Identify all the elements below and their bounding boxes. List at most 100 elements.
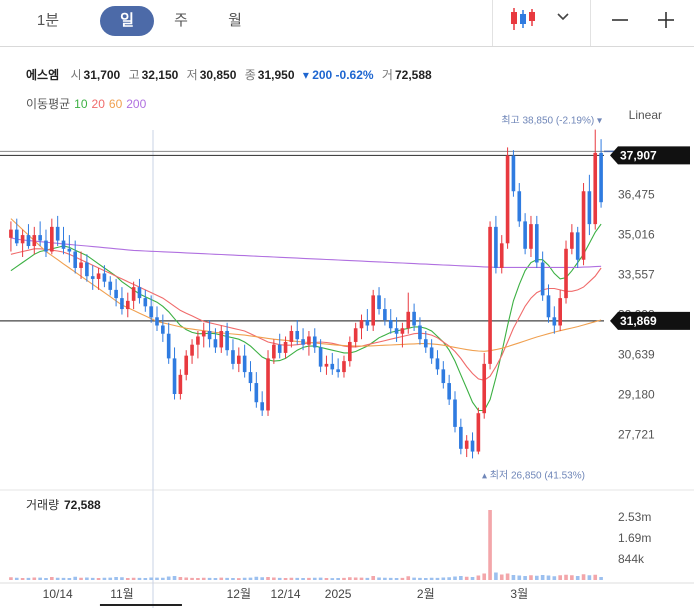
tab-month[interactable]: 월 [228,12,242,29]
volume-bar [67,578,72,580]
volume-bar [312,577,317,580]
volume-bar [546,575,551,580]
candle-body [336,369,340,373]
volume-bar [137,577,142,580]
volume-bar [196,578,200,580]
volume-bar [348,577,352,580]
candle-body [470,440,475,452]
candle-body [482,363,487,414]
candle-body [26,235,31,247]
volume-bar [225,577,229,580]
volume-bar [149,577,153,580]
price-tag [610,311,690,330]
plus-icon[interactable] [656,10,676,30]
volume-bar [453,576,457,580]
candle-body [155,317,159,326]
candle-body [418,325,422,340]
tab-week[interactable]: 주 [174,12,188,29]
volume-bar [242,577,247,580]
candle-body [9,229,13,238]
ma-20-line [10,248,602,381]
candle-body [441,369,446,384]
candle-body [406,311,411,329]
candle-body [564,248,568,299]
candle-body [32,235,37,247]
x-tick-label: 11월 [110,587,134,601]
volume-bar [131,577,136,580]
chevron-down-icon[interactable] [556,12,570,22]
candle-body [499,243,504,268]
candle-body [166,333,171,359]
candlestick-icon[interactable] [508,6,538,32]
low-marker-label: ▴ 최저 26,850 (41.53%) [482,469,585,481]
volume-bar [459,576,463,580]
candle-body [213,339,218,348]
volume-bar [529,575,533,580]
volume-bar [441,577,446,580]
volume-bar [20,578,25,580]
candle-body [359,320,364,329]
volume-bar [581,574,586,580]
close-label: 종 [244,68,256,82]
volume-bar [435,577,440,580]
volume-bar [558,575,562,580]
volume-bar [125,578,130,580]
candle-body [67,248,72,252]
volume-bar [599,577,603,580]
volume-bar [336,578,340,580]
candle-body [225,330,229,351]
candle-body [400,328,405,334]
volume-bar [406,576,411,580]
candle-body [85,262,89,277]
candle-body [540,262,545,296]
minus-icon[interactable] [610,10,630,30]
candle-body [330,363,335,370]
x-tick-label: 3월 [510,587,528,601]
volume-bar [289,577,294,580]
candle-body [476,413,481,452]
candle-body [529,224,533,249]
volume-bar [353,577,358,580]
candle-body [131,287,136,301]
x-tick-label: 2월 [417,587,435,601]
candle-body [143,298,148,307]
volume-bar [494,572,498,580]
candle-body [318,347,323,367]
tab-day[interactable]: 일 [100,6,154,36]
volume-bar [540,575,545,580]
candle-body [102,273,107,282]
volume-bar [383,577,387,580]
candle-body [266,358,270,411]
candle-body [277,344,282,353]
volume-bar [523,576,527,580]
candle-body [534,224,539,263]
volume-bar [14,577,19,580]
low-label: 저 [186,68,198,82]
volume-bar [219,577,224,580]
volume-bar [283,578,288,580]
candle-body [575,232,580,260]
candle-body [196,336,200,345]
price-tag [610,146,690,165]
tab-1min[interactable]: 1분 [36,12,60,29]
volume-bar [418,577,422,580]
candle-body [272,344,276,359]
candle-body [283,341,288,353]
candle-body [178,374,183,395]
volume-bar [423,578,428,580]
moving-average-legend: 이동평균 10 20 60 200 [26,95,150,112]
candle-body [190,344,194,356]
volume-bar [307,577,311,580]
candle-body [14,229,19,244]
volume-bar [254,576,259,580]
volume-bar [155,577,159,580]
volume-bar [552,576,557,580]
candle-body [125,300,130,310]
high-label: 고 [128,68,140,82]
candle-body [593,152,598,225]
toolbar-divider [492,0,493,46]
candle-body [295,330,300,340]
candle-body [108,281,113,290]
scale-mode-toggle[interactable]: Linear [628,108,662,122]
volume-bar [318,577,323,580]
